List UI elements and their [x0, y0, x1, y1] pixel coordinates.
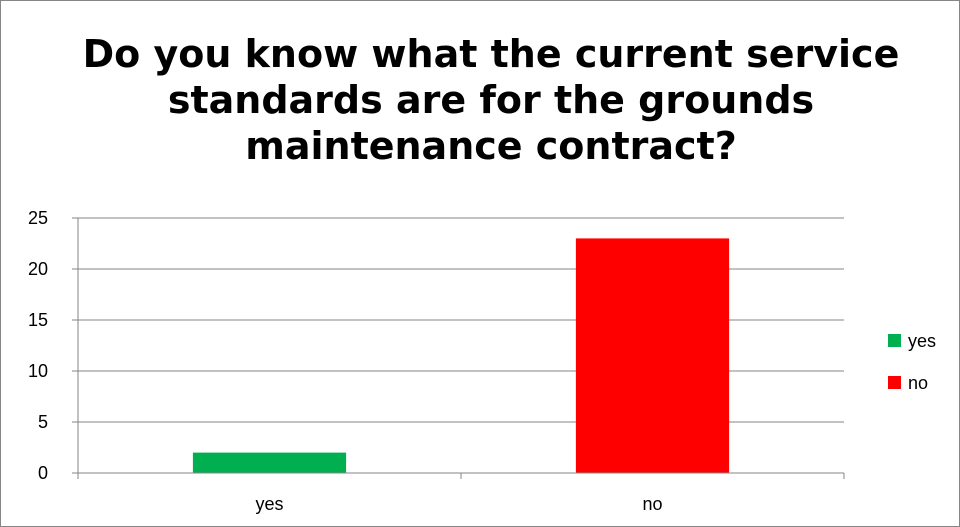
legend: yes no — [888, 331, 936, 393]
x-tick-label: yes — [255, 494, 283, 514]
bar-yes — [192, 452, 347, 473]
legend-label-yes: yes — [908, 331, 936, 351]
axes: 0 5 10 15 20 25 yes no — [28, 208, 845, 514]
y-tick-label: 20 — [28, 259, 48, 279]
y-tick-label: 5 — [38, 412, 48, 432]
y-tick-label: 0 — [38, 463, 48, 483]
y-tick-label: 15 — [28, 310, 48, 330]
x-tick-label: no — [642, 494, 662, 514]
y-tick-label: 25 — [28, 208, 48, 228]
legend-swatch-yes — [888, 334, 901, 347]
legend-label-no: no — [908, 373, 928, 393]
bar-no — [575, 238, 730, 473]
chart-title: Do you know what the current service sta… — [82, 32, 900, 168]
y-tick-label: 10 — [28, 361, 48, 381]
bars — [192, 238, 730, 473]
legend-swatch-no — [888, 376, 901, 389]
